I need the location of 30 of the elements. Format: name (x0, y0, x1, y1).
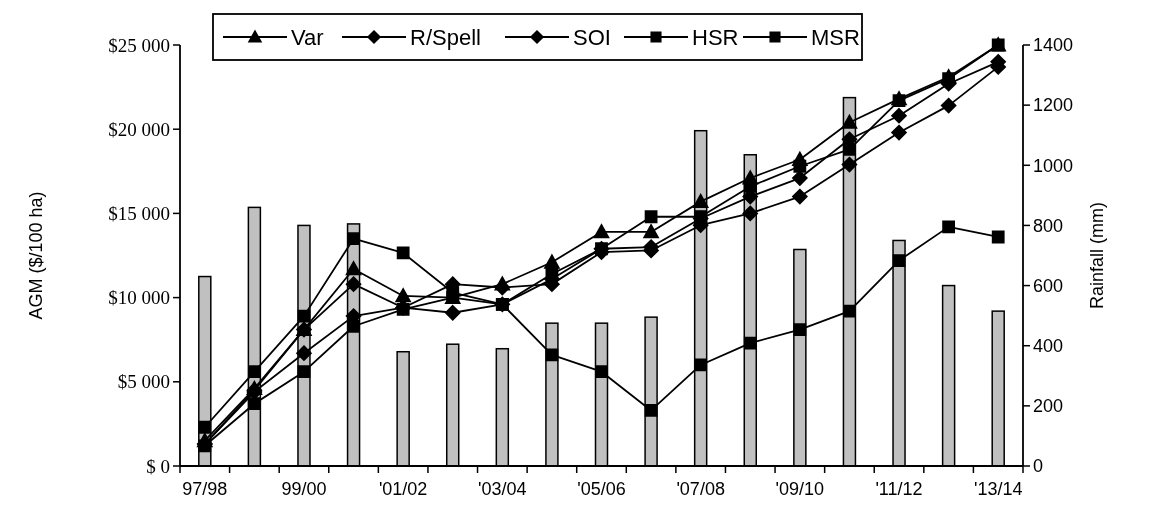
x-tick-label: '01/02 (378, 479, 428, 499)
legend-label: HSR (692, 25, 739, 50)
x-tick-label: '07/08 (676, 479, 725, 499)
y-axis-title: AGM ($/100 ha) (26, 191, 46, 320)
x-tick-label: '05/06 (577, 479, 626, 499)
x-tick-label: '03/04 (478, 479, 527, 499)
legend-label: R/Spell (410, 25, 481, 50)
y-tick-label: $25 000 (108, 34, 170, 56)
legend-label: MSR (811, 25, 860, 50)
y2-tick-label: 1200 (1033, 95, 1074, 116)
y2-tick-label: 1400 (1033, 35, 1074, 56)
y2-tick-label: 400 (1033, 336, 1064, 357)
x-tick-label: 99/00 (281, 479, 327, 499)
legend-label: SOI (573, 25, 611, 50)
x-tick-label: '13/14 (973, 479, 1023, 499)
y-tick-label: $20 000 (108, 118, 170, 140)
y2-axis-title: Rainfall (mm) (1087, 201, 1107, 310)
y2-tick-label: 1000 (1033, 155, 1074, 176)
y2-tick-label: 0 (1033, 456, 1044, 477)
y-tick-label: $ 0 (146, 455, 170, 477)
y-tick-label: $15 000 (108, 203, 170, 225)
y-tick-label: $5 000 (117, 371, 170, 393)
y-tick-label: $10 000 (108, 287, 170, 309)
legend-label: Var (291, 25, 324, 50)
x-tick-label: '09/10 (775, 479, 825, 499)
x-tick-label: 97/98 (182, 479, 228, 499)
y2-tick-label: 200 (1033, 396, 1064, 417)
y2-tick-label: 600 (1033, 275, 1064, 296)
y2-tick-label: 800 (1033, 215, 1064, 236)
x-tick-label: '11/12 (875, 479, 923, 499)
